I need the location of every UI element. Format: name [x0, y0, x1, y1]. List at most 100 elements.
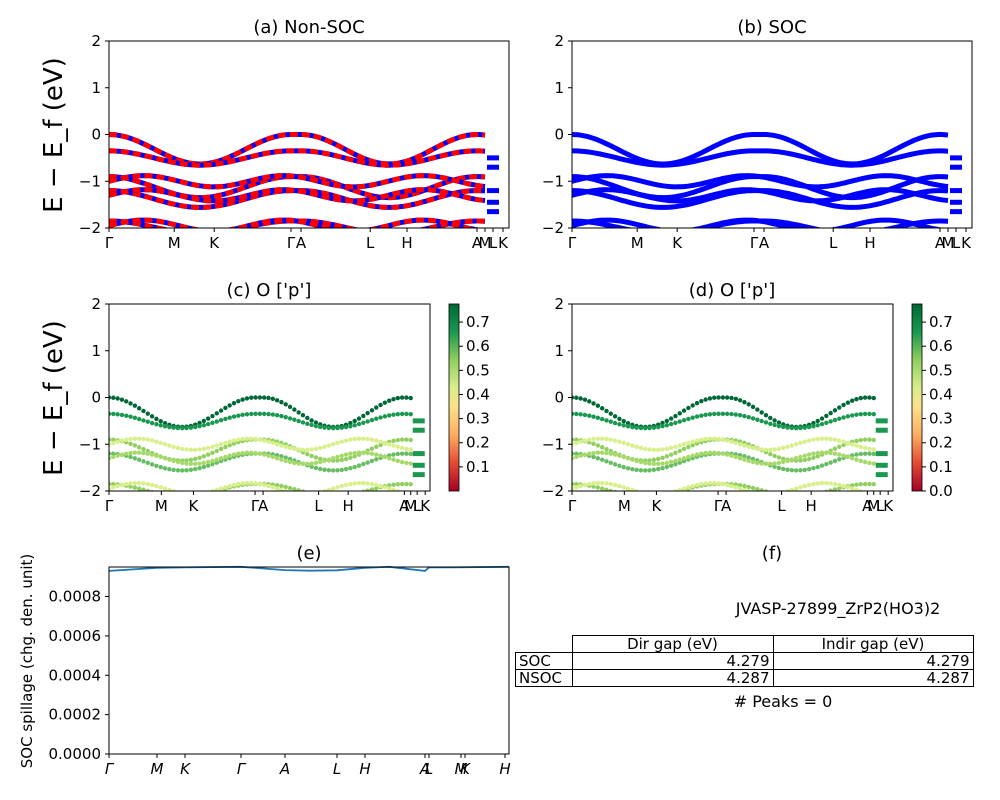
- band-point: [231, 414, 237, 419]
- y-tick-label: 0: [91, 126, 101, 144]
- band-point: [145, 419, 150, 424]
- band-point: [205, 459, 211, 465]
- band-point: [119, 397, 125, 402]
- band-point: [136, 416, 142, 422]
- band-point: [339, 425, 344, 430]
- band-point: [399, 395, 405, 400]
- band-point: [352, 454, 357, 459]
- colorbar-tick-label: 0.2: [929, 434, 953, 452]
- band-point: [330, 456, 336, 461]
- band-point: [399, 437, 405, 442]
- band-point: [236, 481, 241, 487]
- x-tick-label: H: [343, 497, 354, 515]
- band-point: [750, 456, 756, 462]
- band-point: [811, 437, 816, 442]
- band-point: [815, 436, 820, 442]
- band-point: [313, 446, 319, 452]
- band-point: [249, 436, 254, 441]
- band-point: [578, 412, 583, 417]
- band-point: [158, 418, 163, 424]
- band-line: [572, 187, 949, 204]
- band-point: [733, 485, 739, 490]
- band-point: [742, 413, 747, 419]
- band-point: [335, 485, 340, 490]
- band-point: [109, 451, 112, 456]
- band-point: [617, 422, 622, 427]
- band-point: [858, 444, 864, 450]
- band-point: [305, 461, 310, 467]
- x-tick-label: H: [359, 760, 370, 778]
- band-point: [171, 425, 176, 430]
- x-tick-label: M: [867, 497, 880, 515]
- band-point: [595, 450, 601, 455]
- band-point: [572, 442, 575, 447]
- band-point: [837, 444, 842, 449]
- x-tick-label: Γ: [105, 760, 115, 778]
- band-point: [815, 450, 820, 456]
- band-point: [374, 486, 379, 491]
- y-tick-label: −1: [79, 172, 101, 190]
- band-lines: [109, 395, 425, 495]
- band-point: [141, 450, 146, 456]
- gap-table-row-soc: SOC 4.279 4.279: [515, 652, 974, 670]
- band-point: [180, 446, 185, 452]
- band-point: [201, 460, 207, 466]
- band-point: [806, 482, 812, 488]
- band-point: [214, 443, 219, 448]
- band-point: [785, 467, 790, 472]
- band-point: [292, 407, 297, 412]
- band-point: [274, 486, 280, 491]
- band-point: [867, 460, 872, 466]
- band-point: [391, 457, 396, 462]
- band-point: [361, 413, 366, 419]
- band-point: [789, 468, 795, 473]
- band-point: [365, 410, 370, 416]
- gap-table: Dir gap (eV) Indir gap (eV) SOC 4.279 4.…: [515, 635, 974, 687]
- band-point: [279, 399, 284, 405]
- band-point: [408, 447, 413, 452]
- band-point: [828, 481, 833, 486]
- band-point: [214, 448, 219, 454]
- y-tick-label: −1: [542, 172, 564, 190]
- band-point: [862, 459, 868, 465]
- band-point: [136, 486, 142, 491]
- band-point: [677, 460, 682, 465]
- band-point: [694, 400, 700, 406]
- band-line-nsoc: [109, 148, 486, 168]
- band-point: [690, 453, 695, 458]
- x-tick-label: A: [399, 497, 410, 515]
- colorbar-tick-label: 0.3: [929, 410, 953, 428]
- band-point: [149, 452, 155, 457]
- band-point: [128, 484, 133, 489]
- band-point: [361, 420, 366, 426]
- band-point: [837, 452, 842, 457]
- band-point: [180, 491, 184, 495]
- band-point: [339, 457, 344, 463]
- panel-e-title: (e): [296, 543, 321, 564]
- band-point: [326, 487, 332, 491]
- band-point: [386, 456, 392, 461]
- band-point: [309, 464, 314, 469]
- band-point: [231, 452, 237, 457]
- band-point: [318, 424, 323, 430]
- band-point: [634, 425, 639, 430]
- band-point: [109, 456, 112, 461]
- band-point: [716, 395, 721, 400]
- band-point: [218, 456, 224, 461]
- band-point: [862, 451, 868, 456]
- band-point: [145, 437, 150, 442]
- band-point: [849, 398, 855, 403]
- band-point: [109, 395, 112, 400]
- material-name: JVASP-27899_ZrP2(HO3)2: [735, 599, 941, 619]
- band-point: [867, 446, 872, 452]
- band-point: [201, 418, 207, 424]
- band-point: [750, 485, 756, 491]
- band-point: [227, 483, 232, 489]
- band-point: [582, 438, 588, 443]
- band-point: [656, 461, 661, 467]
- band-point: [617, 453, 622, 458]
- band-point: [231, 441, 237, 446]
- band-point: [240, 450, 245, 456]
- band-point: [374, 405, 379, 410]
- band-point: [630, 457, 635, 462]
